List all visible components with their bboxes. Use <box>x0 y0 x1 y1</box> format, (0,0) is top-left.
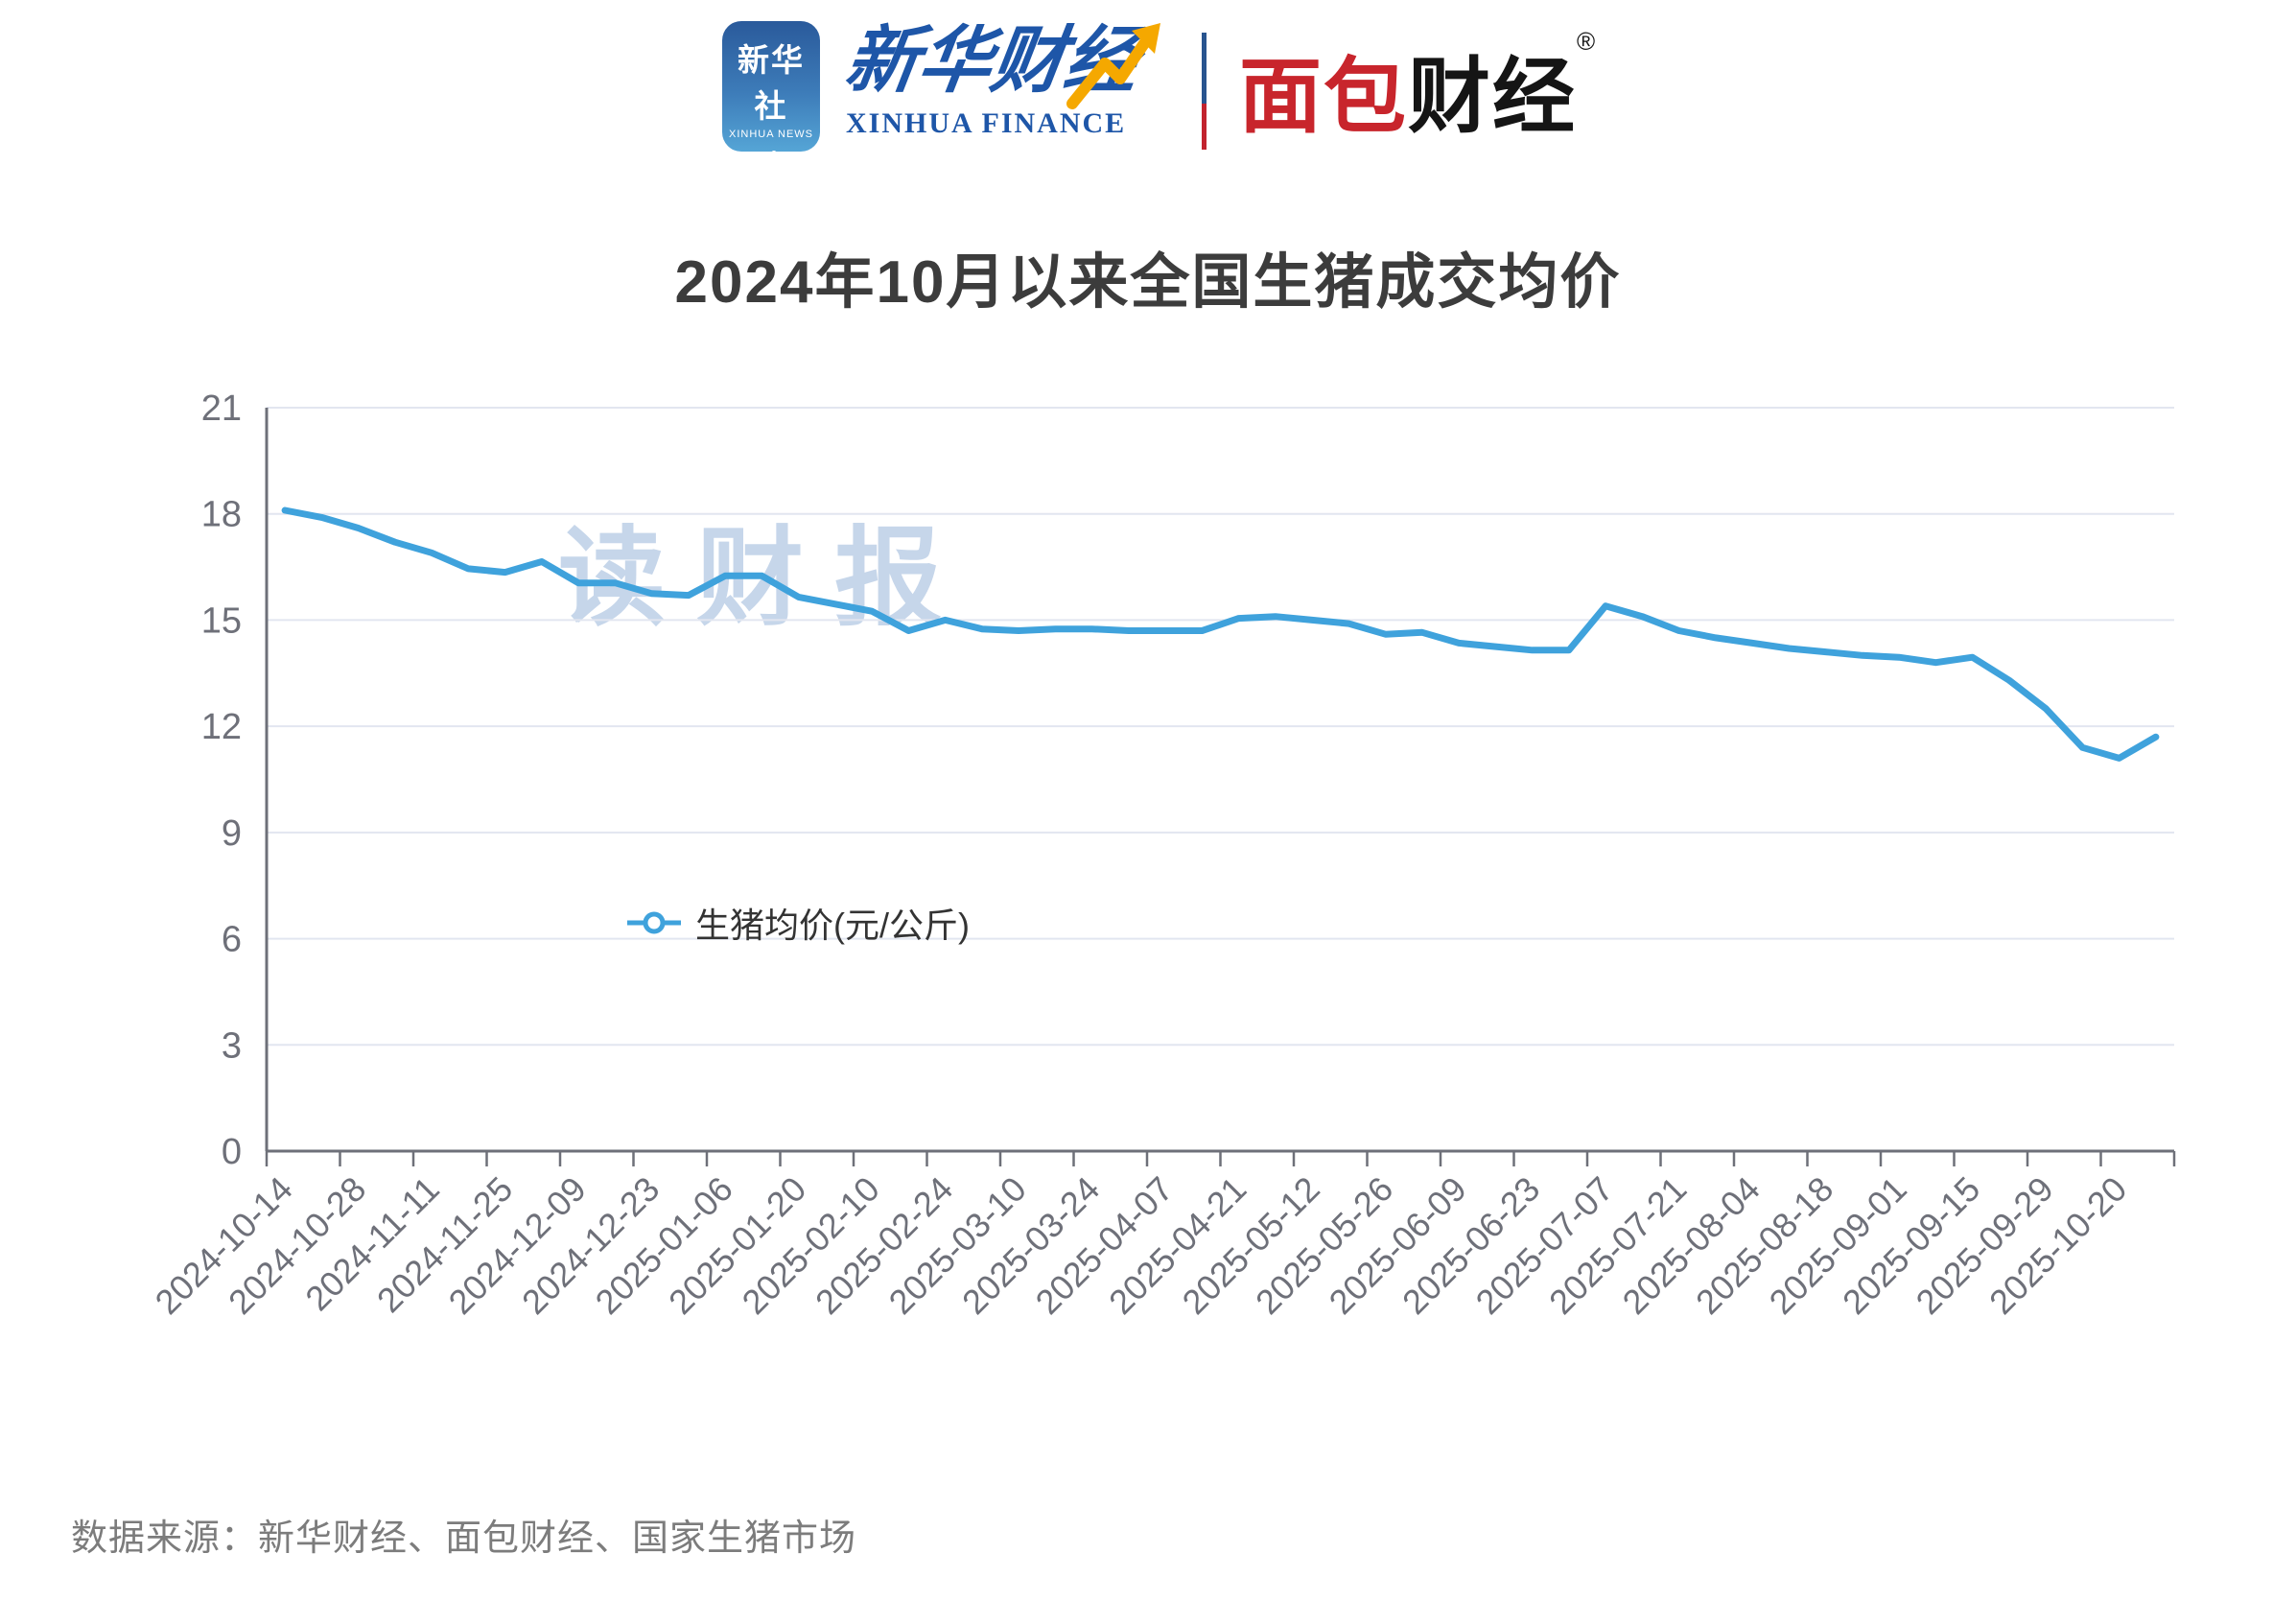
rising-arrow-icon <box>1066 23 1160 109</box>
xinhua-finance-en-label: XINHUA FINANCE <box>846 107 1127 139</box>
legend-line-marker-icon <box>627 911 681 934</box>
xinhua-finance-logo: 新华财经 XINHUA FINANCE <box>840 20 1172 140</box>
xinhua-news-app-logo: 新华社 XINHUA NEWS <box>722 21 820 152</box>
y-tick-label-0: 0 <box>222 1132 242 1172</box>
y-tick-label-18: 18 <box>201 495 242 535</box>
y-tick-label-21: 21 <box>201 388 242 429</box>
legend-label: 生猪均价(元/公斤) <box>695 906 970 945</box>
y-tick-label-9: 9 <box>222 813 242 854</box>
legend-item-pig-price[interactable]: 生猪均价(元/公斤) <box>626 898 970 948</box>
xinhua-app-en-label: XINHUA NEWS <box>728 129 813 140</box>
y-tick-label-12: 12 <box>201 707 242 747</box>
y-tick-label-15: 15 <box>201 600 242 641</box>
breadfinance-red-part: 面包 <box>1239 51 1408 143</box>
logo-divider <box>1202 33 1207 150</box>
xinhua-app-cn-label: 新华社 <box>738 42 805 124</box>
registered-trademark-icon: ® <box>1577 27 1596 56</box>
data-source-note: 数据来源：新华财经、面包财经、国家生猪市场 <box>71 1518 857 1559</box>
y-tick-label-6: 6 <box>222 920 242 960</box>
price-series-line[interactable] <box>281 506 2160 762</box>
y-tick-label-3: 3 <box>222 1025 242 1066</box>
chart-title: 2024年10月以来全国生猪成交均价 <box>674 249 1622 316</box>
breadfinance-logo: 面包财经® <box>1239 29 1595 149</box>
network-globe-icon <box>771 151 777 152</box>
breadfinance-black-part: 财经 <box>1408 51 1577 143</box>
